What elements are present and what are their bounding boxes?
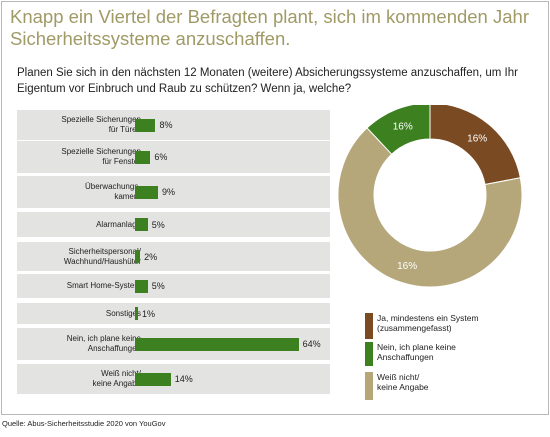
slice-label: 16%	[467, 133, 487, 144]
legend-label: Weiß nicht/keine Angabe	[377, 372, 527, 392]
category-label: Nein, ich plane keine Anschaffungen	[19, 334, 141, 354]
bar	[135, 279, 148, 293]
donut-chart: 16% 16% 16%	[337, 105, 523, 288]
category-label: Spezielle Sicherungen für Fenster	[19, 147, 141, 167]
slice-label: 16%	[397, 261, 417, 272]
bar-row: Smart Home-System 5%	[17, 274, 330, 298]
bar-row: Nein, ich plane keine Anschaffungen 64%	[17, 328, 330, 360]
category-label: Smart Home-System	[19, 281, 141, 291]
category-label-line: Anschaffungen	[87, 344, 141, 353]
chart-title: Knapp ein Viertel der Befragten plant, s…	[10, 6, 529, 49]
bar-row: Alarmanlage 5%	[17, 212, 330, 237]
category-label-line: Weiß nicht/	[101, 369, 141, 378]
bar	[135, 118, 156, 132]
legend-label-line: (zusammengefasst)	[377, 323, 452, 333]
legend-label-line: Anschaffungen	[377, 352, 434, 362]
bar-value-label: 5%	[151, 281, 165, 291]
legend-label-line: Nein, ich plane keine	[377, 342, 456, 352]
bar	[135, 337, 299, 351]
category-label-line: Überwachungs-	[84, 182, 141, 191]
legend-label: Nein, ich plane keine Anschaffungen	[377, 342, 527, 362]
bar-value-label: 14%	[174, 374, 193, 384]
bar-row: Weiß nicht/keine Angabe 14%	[17, 364, 330, 394]
legend-label: Ja, mindestens ein System (zusammengefass…	[377, 313, 527, 333]
category-label-line: Spezielle Sicherungen	[61, 115, 141, 124]
bar-value-label: 8%	[159, 120, 173, 130]
category-label: Spezielle Sicherungen für Türen	[19, 115, 141, 135]
category-label-line: Spezielle Sicherungen	[61, 147, 141, 156]
bar-row: Spezielle Sicherungen für Fenster 6%	[17, 141, 330, 173]
legend-swatch	[365, 342, 373, 366]
bar	[135, 372, 171, 386]
legend-label-line: keine Angabe	[377, 382, 429, 392]
bar-row: Sicherheitspersonal/Wachhund/Haushüter 2%	[17, 242, 330, 271]
donut-slice	[337, 127, 523, 288]
bar-row: Überwachungs-kamera 9%	[17, 176, 330, 208]
bar-value-label: 64%	[302, 339, 321, 349]
bar-value-label: 1%	[142, 308, 156, 319]
bar-value-label: 2%	[144, 251, 158, 262]
donut-slice	[429, 105, 521, 186]
category-label-line: keine Angabe	[92, 379, 142, 388]
slice-label: 16%	[393, 122, 413, 133]
category-label: Sonstiges	[19, 309, 141, 319]
bar-row: Spezielle Sicherungen für Türen 8%	[17, 110, 330, 140]
survey-question: Planen Sie sich in den nächsten 12 Monat…	[17, 67, 518, 95]
bar-row: Sonstiges 1%	[17, 303, 330, 324]
bar	[135, 218, 148, 231]
category-label: Überwachungs-kamera	[19, 182, 141, 202]
bar	[135, 307, 138, 320]
bar	[135, 150, 151, 164]
category-label-line: Sicherheitspersonal/	[68, 246, 141, 256]
legend-swatch	[365, 372, 373, 400]
category-label: Sicherheitspersonal/Wachhund/Haushüter	[19, 247, 141, 267]
source-note: Quelle: Abus-Sicherheitsstudie 2020 von …	[2, 419, 166, 428]
category-label: Weiß nicht/keine Angabe	[19, 369, 142, 389]
legend-swatch	[365, 313, 373, 339]
category-label: Alarmanlage	[19, 220, 141, 230]
category-label-line: Wachhund/Haushüter	[63, 256, 141, 266]
donut-slice	[366, 105, 431, 155]
category-label-line: Alarmanlage	[96, 219, 141, 229]
legend-label-line: Ja, mindestens ein System	[377, 313, 479, 323]
bar-value-label: 9%	[162, 187, 176, 197]
category-label-line: für Türen	[108, 125, 141, 134]
bar	[135, 185, 158, 199]
legend-label-line: Weiß nicht/	[377, 372, 420, 382]
bar	[135, 250, 141, 263]
category-label-line: kamera	[114, 192, 141, 201]
category-label-line: für Fenster	[102, 157, 141, 166]
bar-value-label: 6%	[154, 152, 168, 162]
category-label-line: Nein, ich plane keine	[66, 334, 141, 343]
category-label-line: Sonstiges	[105, 308, 141, 318]
category-label-line: Smart Home-System	[66, 281, 141, 290]
bar-value-label: 5%	[151, 219, 165, 230]
